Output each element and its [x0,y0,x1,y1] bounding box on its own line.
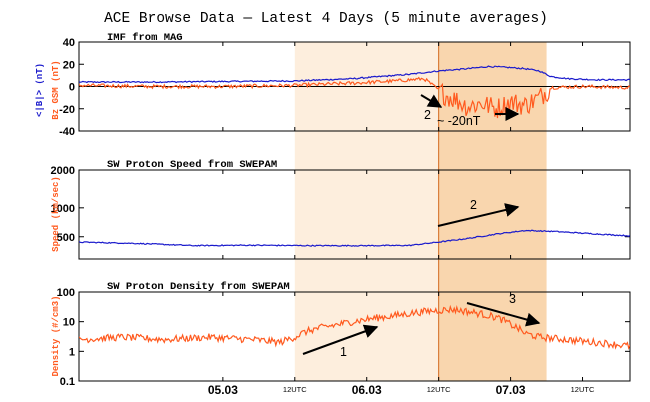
density-annotation-1: 1 [340,345,347,359]
density-ytick-label: 0.1 [60,376,75,388]
density-ylabel: Density (#/cm3) [51,295,61,376]
density-ytick-label: 1 [69,346,75,358]
imf-series-0 [79,65,630,84]
speed-y-axis: 2000 1000 500 [51,165,630,244]
speed-panel-frame [78,169,631,260]
imf-y-axis: 40 20 0 -20 -40 [59,37,630,138]
x-date-label: 05.03 [208,383,238,397]
x-utc-label: 12UTC [427,385,451,394]
x-axis: 05.03 12UTC 06.03 12UTC 07.03 12UTC [208,42,595,397]
imf-annotation-text: ~ -20nT [437,114,481,128]
speed-panel-title: SW Proton Speed from SWEPAM [107,159,277,171]
density-panel-frame [78,291,631,382]
speed-ytick-label: 2000 [51,165,75,177]
density-panel-title: SW Proton Density from SWEPAM [107,281,290,293]
speed-annotation-number: 2 [470,198,477,212]
speed-arrow [437,203,520,227]
figure-title: ACE Browse Data — Latest 4 Days (5 minut… [104,11,548,27]
density-ytick-label: 100 [57,287,75,299]
imf-series-1 [79,76,630,119]
speed-panel: SW Proton Speed from SWEPAM 20001000500 … [51,159,631,260]
speed-ytick-label: 500 [57,232,75,244]
density-panel: SW Proton Density from SWEPAM 1001010.1 … [51,281,631,388]
speed-series-0 [79,229,630,247]
density-annotation-3: 3 [509,292,516,306]
density-ytick-label: 10 [63,317,75,329]
imf-arrow-down [420,94,443,108]
imf-ylabel-bz: Bz GSM (nT) [51,60,61,119]
imf-ytick-label: -40 [59,126,75,138]
x-utc-label: 12UTC [571,385,595,394]
imf-ytick-label: 0 [69,82,75,94]
x-utc-label: 12UTC [283,385,307,394]
imf-annotation-number: 2 [424,108,431,122]
imf-panel: IMF from MAG 40 20 0 -20 -40 <|B|> (nT) Bz G… [35,32,631,138]
event-shading [294,42,547,381]
imf-ytick-label: 20 [63,59,75,71]
density-y-axis: 100 10 1 0.1 [57,287,630,388]
imf-ytick-label: -20 [59,104,75,116]
imf-ytick-label: 40 [63,37,75,49]
density-arrow-1 [302,324,379,355]
x-date-label: 07.03 [496,383,526,397]
shade-dark-band [438,42,547,381]
speed-ytick-label: 1000 [51,203,75,215]
speed-ylabel: Speed (km/sec) [51,176,61,252]
x-date-label: 06.03 [352,383,382,397]
imf-ylabel-btotal: <|B|> (nT) [35,63,45,117]
density-arrow-3 [466,302,541,327]
density-series-0 [79,304,630,351]
imf-panel-title: IMF from MAG [107,32,183,44]
